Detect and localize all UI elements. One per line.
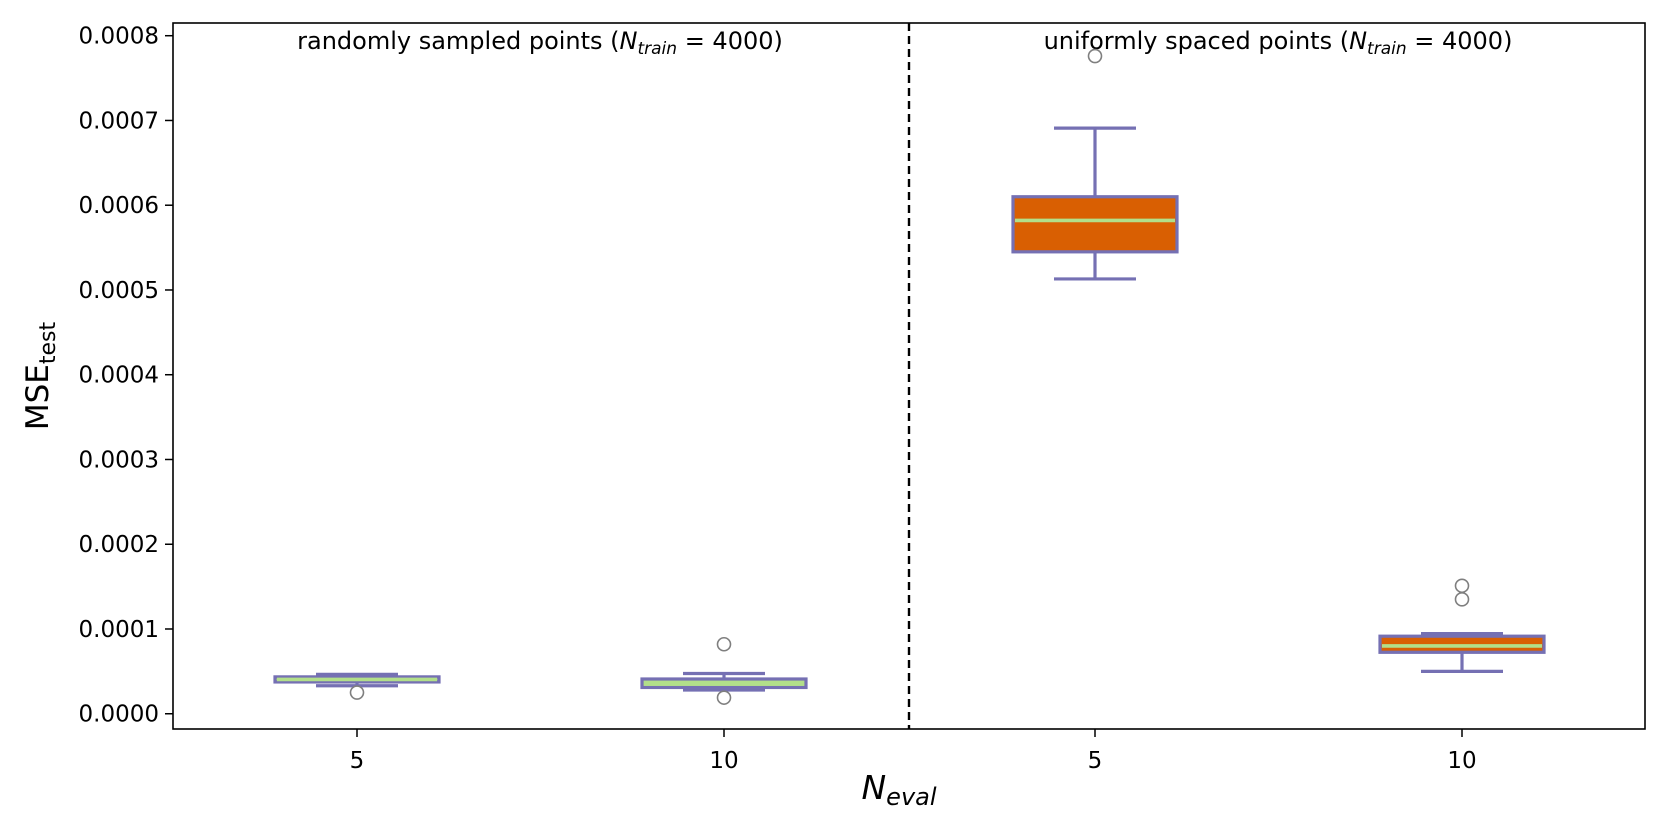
y-tick-label: 0.0003 [79, 447, 159, 473]
y-tick-label: 0.0000 [79, 702, 159, 728]
x-tick-label: 5 [350, 748, 365, 774]
flier-point [716, 636, 732, 652]
y-tick-label: 0.0001 [79, 617, 159, 643]
flier-point [1454, 592, 1470, 607]
group-annotation: uniformly spaced points (Ntrain = 4000) [1044, 27, 1513, 59]
x-tick-label: 5 [1088, 748, 1103, 774]
y-tick-label: 0.0006 [79, 193, 159, 219]
group-annotation: randomly sampled points (Ntrain = 4000) [297, 27, 783, 59]
y-tick-label: 0.0008 [79, 24, 159, 50]
x-axis-label: Neval [861, 768, 936, 811]
x-tick-label: 10 [709, 748, 738, 774]
flier-point [716, 690, 732, 705]
x-tick-label: 10 [1447, 748, 1476, 774]
flier-point [1087, 48, 1103, 64]
flier-point [349, 685, 365, 700]
y-tick-label: 0.0005 [79, 278, 159, 304]
y-tick-label: 0.0004 [79, 363, 159, 389]
y-tick-label: 0.0002 [79, 532, 159, 558]
y-tick-label: 0.0007 [79, 108, 159, 134]
y-axis-label: MSEtest [20, 321, 61, 430]
box-iqr [1011, 195, 1179, 254]
flier-point [1454, 578, 1470, 594]
